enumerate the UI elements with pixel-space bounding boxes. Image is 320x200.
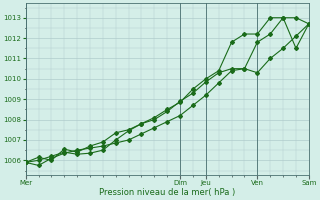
X-axis label: Pression niveau de la mer( hPa ): Pression niveau de la mer( hPa ): [99, 188, 236, 197]
